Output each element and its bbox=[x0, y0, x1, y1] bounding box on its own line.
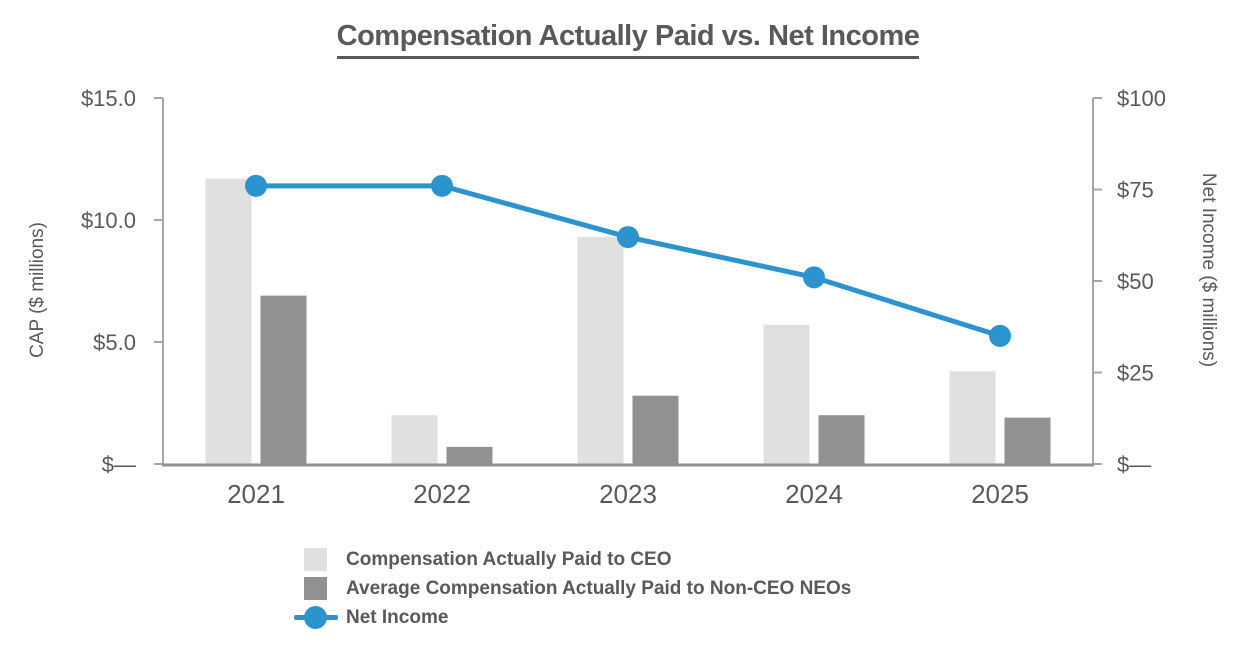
x-axis-label-2023: 2023 bbox=[599, 479, 657, 509]
ceo-cap-bar-2024 bbox=[763, 324, 810, 464]
left-axis-tick-label: $15.0 bbox=[81, 86, 136, 111]
legend-item-net-income: Net Income bbox=[294, 606, 851, 629]
right-axis-tick-label: $75 bbox=[1117, 178, 1154, 203]
net-income-marker-2025 bbox=[989, 324, 1011, 347]
legend-label-ceo-cap: Compensation Actually Paid to CEO bbox=[346, 549, 672, 570]
right-axis-tick-label: $100 bbox=[1117, 86, 1166, 111]
legend-item-ceo-cap: Compensation Actually Paid to CEO bbox=[303, 548, 851, 571]
neo-cap-bar-2025 bbox=[1004, 417, 1051, 464]
legend-item-neo-cap: Average Compensation Actually Paid to No… bbox=[303, 577, 851, 600]
net-income-marker-2021 bbox=[245, 174, 267, 197]
legend: Compensation Actually Paid to CEO Averag… bbox=[294, 548, 851, 629]
chart-title-wrap: Compensation Actually Paid vs. Net Incom… bbox=[163, 20, 1093, 59]
net-income-marker-2024 bbox=[803, 266, 825, 289]
neo-cap-bar-2021 bbox=[260, 295, 307, 464]
x-axis-label-2025: 2025 bbox=[971, 479, 1029, 509]
legend-label-net-income: Net Income bbox=[346, 607, 449, 628]
x-axis-label-2021: 2021 bbox=[227, 479, 285, 509]
right-axis-tick-label: $— bbox=[1117, 452, 1151, 477]
ceo-cap-bar-2025 bbox=[949, 371, 996, 464]
left-axis-tick-label: $5.0 bbox=[93, 330, 136, 355]
net-income-line bbox=[253, 183, 1003, 339]
left-axis-tick-label: $— bbox=[102, 452, 136, 477]
ceo-cap-bar-2022 bbox=[391, 415, 438, 464]
net-income-line-swatch-icon bbox=[294, 606, 338, 629]
legend-label-neo-cap: Average Compensation Actually Paid to No… bbox=[346, 578, 852, 599]
neo-cap-bar-2023 bbox=[632, 395, 679, 464]
right-axis-tick-label: $25 bbox=[1117, 361, 1154, 386]
neo-cap-bar-2024 bbox=[818, 415, 865, 464]
neo-cap-bar-2022 bbox=[446, 446, 493, 464]
neo-bar-swatch-icon bbox=[303, 577, 329, 600]
left-axis-tick-label: $10.0 bbox=[81, 208, 136, 233]
x-axis-label-2024: 2024 bbox=[785, 479, 843, 509]
ceo-bar-swatch-icon bbox=[303, 548, 329, 571]
right-axis-tick-label: $50 bbox=[1117, 269, 1154, 294]
x-axis-label-2022: 2022 bbox=[413, 479, 471, 509]
net-income-marker-2023 bbox=[617, 226, 639, 249]
chart-title: Compensation Actually Paid vs. Net Incom… bbox=[336, 20, 920, 59]
ceo-cap-bar-2023 bbox=[577, 237, 624, 464]
ceo-cap-bar-2021 bbox=[205, 178, 252, 464]
net-income-marker-2022 bbox=[431, 174, 453, 197]
